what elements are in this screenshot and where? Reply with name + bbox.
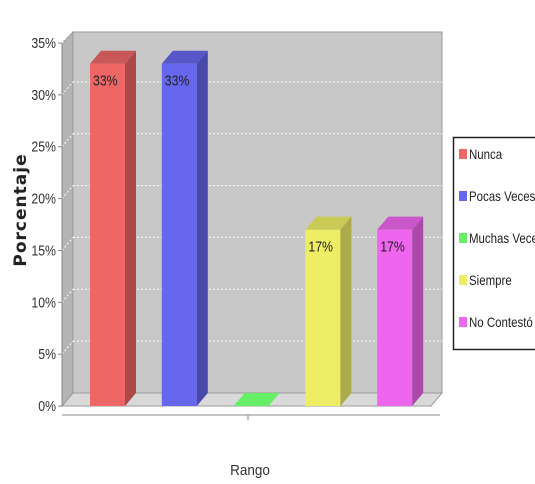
y-tick-label: 0% — [38, 398, 56, 414]
gridline — [61, 29, 74, 44]
legend-label: Pocas Veces — [469, 188, 535, 204]
y-axis: 0% 5% 10% 15% 20% 25% 30% 35% — [31, 35, 63, 414]
y-tick-label: 10% — [31, 294, 56, 310]
y-tick-label: 35% — [31, 35, 56, 51]
y-tick-label: 15% — [31, 242, 56, 258]
y-axis-title: Porcentaje — [11, 153, 31, 266]
bar-side — [340, 216, 352, 406]
legend-item: Pocas Veces — [459, 188, 535, 204]
bar-top — [233, 393, 280, 406]
bar-top — [305, 216, 352, 230]
legend-label: Nunca — [469, 146, 503, 162]
bar-muchas-veces — [233, 393, 280, 406]
gridline — [61, 185, 74, 199]
gridline — [61, 237, 74, 251]
legend-item: Nunca — [459, 146, 503, 162]
x-axis-title: Rango — [230, 462, 270, 479]
y-tick-label: 25% — [31, 139, 56, 155]
x-axis — [62, 414, 440, 420]
bar-no-contest- — [377, 216, 424, 406]
bars — [90, 50, 424, 406]
bar-front — [377, 229, 413, 406]
legend-label: Siempre — [469, 272, 512, 288]
bar-top — [90, 50, 136, 64]
legend-item: Siempre — [459, 272, 512, 288]
legend-swatch — [459, 149, 467, 159]
gridline — [61, 288, 74, 303]
bar-side — [412, 216, 424, 406]
bar-top — [161, 50, 208, 64]
legend-box — [452, 136, 535, 351]
bar-nunca — [90, 50, 136, 406]
legend-swatch — [459, 275, 467, 285]
gridline — [61, 81, 74, 96]
legend-swatch — [459, 191, 467, 201]
bar-front — [90, 63, 125, 406]
bar-siempre — [305, 216, 352, 406]
bar-front — [161, 63, 197, 406]
bar-side — [125, 50, 136, 406]
y-tick-label: 20% — [31, 190, 56, 206]
data-labels: 33% 33% 17% 17% — [93, 73, 405, 255]
legend-label: Muchas Veces — [469, 230, 535, 246]
data-label: 33% — [93, 73, 118, 89]
gridline — [61, 133, 74, 148]
data-label: 17% — [308, 239, 333, 255]
legend-swatch — [459, 317, 467, 327]
legend-label: No Contestó — [469, 314, 533, 330]
bar-top — [377, 216, 424, 230]
bar-side — [196, 50, 208, 406]
bar-pocas-veces — [161, 50, 208, 406]
legend: Nunca Pocas Veces Muchas Veces Siempre No Co… — [452, 136, 535, 351]
y-tick-label: 30% — [31, 87, 56, 103]
legend-item: No Contestó — [459, 314, 533, 330]
legend-item: Muchas Veces — [459, 230, 535, 246]
bar-front — [305, 229, 341, 406]
data-label: 33% — [165, 73, 190, 89]
y-tick-label: 5% — [38, 346, 56, 362]
data-label: 17% — [380, 239, 405, 255]
legend-swatch — [459, 233, 467, 243]
gridline — [61, 340, 74, 355]
